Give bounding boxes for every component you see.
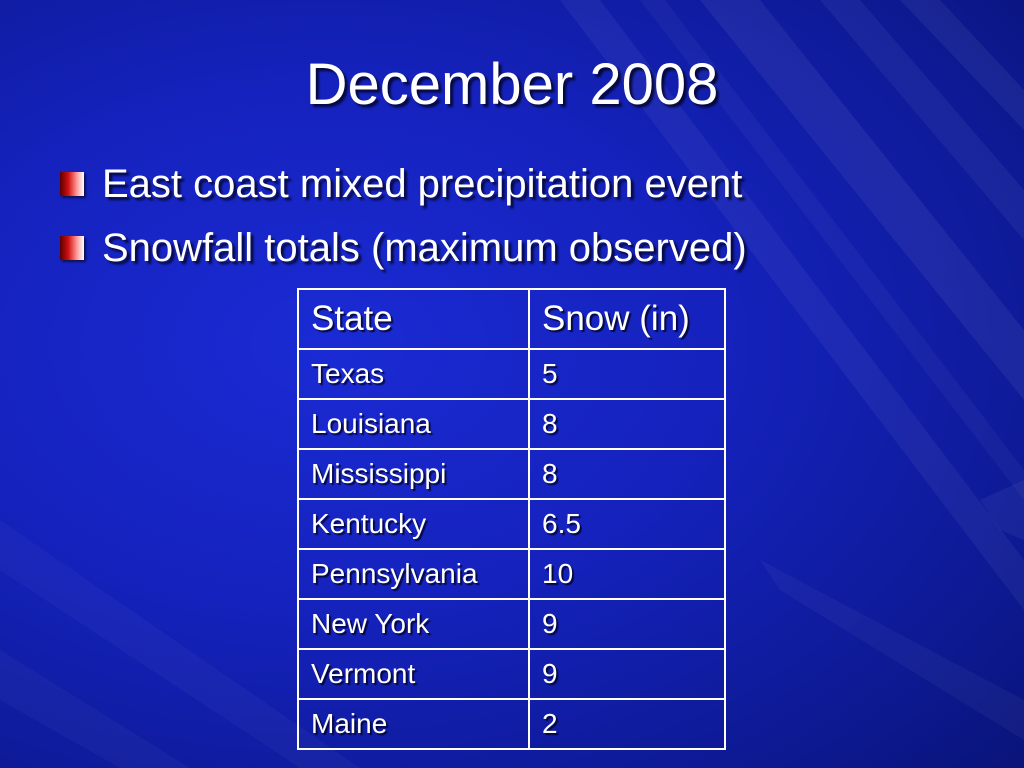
snowfall-table: State Snow (in) Texas 5 Louisiana 8 Miss… — [297, 288, 726, 750]
snow-cell: 10 — [528, 548, 726, 600]
snow-cell: 8 — [528, 398, 726, 450]
table-row: Pennsylvania 10 — [297, 548, 726, 600]
state-cell: Vermont — [297, 648, 530, 700]
red-square-bullet-icon — [60, 172, 84, 196]
snow-cell: 9 — [528, 648, 726, 700]
bullet-text: Snowfall totals (maximum observed) — [102, 225, 747, 270]
table-row: Maine 2 — [297, 698, 726, 750]
snow-cell: 6.5 — [528, 498, 726, 550]
table-row: Louisiana 8 — [297, 398, 726, 450]
column-header-snow: Snow (in) — [528, 288, 726, 350]
snow-cell: 9 — [528, 598, 726, 650]
snow-cell: 5 — [528, 348, 726, 400]
column-header-state: State — [297, 288, 530, 350]
state-cell: Pennsylvania — [297, 548, 530, 600]
red-square-bullet-icon — [60, 236, 84, 260]
state-cell: Mississippi — [297, 448, 530, 500]
bullet-item: East coast mixed precipitation event — [60, 152, 747, 216]
bullet-text: East coast mixed precipitation event — [102, 161, 743, 206]
bullet-list: East coast mixed precipitation event Sno… — [60, 152, 747, 280]
table-row: Mississippi 8 — [297, 448, 726, 500]
table-row: New York 9 — [297, 598, 726, 650]
state-cell: Kentucky — [297, 498, 530, 550]
snow-cell: 2 — [528, 698, 726, 750]
table-row: Vermont 9 — [297, 648, 726, 700]
table-header-row: State Snow (in) — [297, 288, 726, 350]
table-row: Texas 5 — [297, 348, 726, 400]
bullet-item: Snowfall totals (maximum observed) — [60, 216, 747, 280]
state-cell: Maine — [297, 698, 530, 750]
slide-title: December 2008 — [305, 52, 719, 117]
state-cell: Louisiana — [297, 398, 530, 450]
state-cell: Texas — [297, 348, 530, 400]
snow-cell: 8 — [528, 448, 726, 500]
state-cell: New York — [297, 598, 530, 650]
table-row: Kentucky 6.5 — [297, 498, 726, 550]
